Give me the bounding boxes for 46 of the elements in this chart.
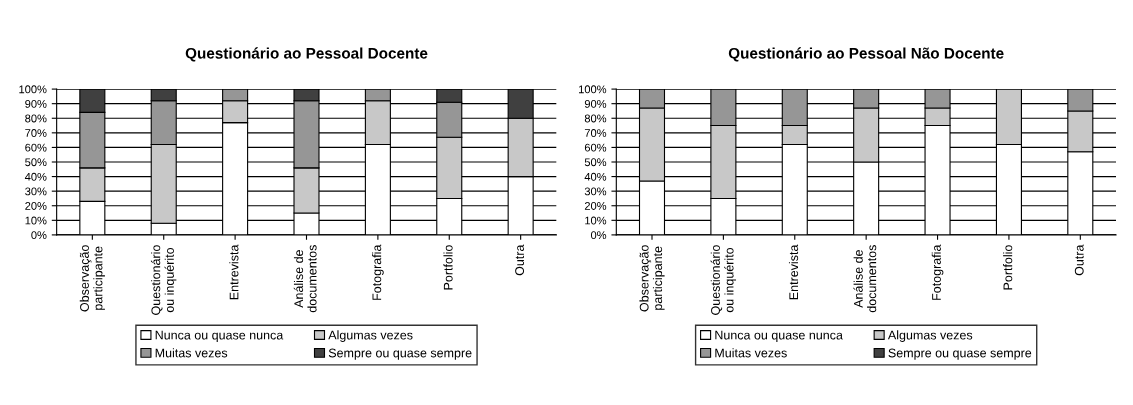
y-tick-label: 80% <box>25 114 47 123</box>
y-tick-label: 30% <box>25 187 47 196</box>
legend-label: Muitas vezes <box>155 348 228 358</box>
legend-label: Muitas vezes <box>715 348 787 358</box>
y-tick-label: 60% <box>584 143 607 152</box>
x-tick-label: Entrevista <box>788 244 799 300</box>
x-tick-label: Fotografia <box>931 244 944 300</box>
x-tick-label: Observação participante <box>79 245 105 312</box>
y-tick-label: 10% <box>585 216 607 225</box>
legend-label: Nunca ou quase nunca <box>155 330 284 342</box>
legend-label: Algumas vezes <box>328 330 413 342</box>
y-tick-label: 40% <box>24 172 47 181</box>
y-tick-label: 0% <box>31 231 47 240</box>
y-tick-label: 60% <box>25 143 47 152</box>
x-tick-label: Portfolio <box>1003 245 1013 290</box>
y-tick-label: 100% <box>579 85 607 94</box>
y-tick-label: 20% <box>25 202 47 210</box>
x-tick-label: Questionário ou inquérito <box>150 245 177 315</box>
x-tick-label: Análise de documentos <box>853 245 877 313</box>
x-tick-label: Portfolio <box>443 245 453 290</box>
y-tick-label: 90% <box>584 99 607 108</box>
y-tick-label: 0% <box>590 231 607 240</box>
legend-label: Sempre ou quase sempre <box>328 348 472 360</box>
y-tick-label: 70% <box>25 129 47 137</box>
y-tick-label: 20% <box>584 202 607 210</box>
x-tick-label: Entrevista <box>229 244 239 300</box>
y-tick-label: 50% <box>584 158 607 167</box>
y-tick-label: 80% <box>584 114 607 123</box>
legend-label: Sempre ou quase sempre <box>888 348 1032 360</box>
y-tick-label: 10% <box>25 216 47 225</box>
legend-label: Algumas vezes <box>887 330 973 342</box>
y-tick-label: 30% <box>584 187 607 196</box>
x-tick-label: Outra <box>515 244 525 276</box>
chart-title: Questionário ao Pessoal Docente <box>185 47 428 62</box>
x-tick-label: Outra <box>1074 244 1084 276</box>
legend-label: Nunca ou quase nunca <box>715 330 843 342</box>
x-tick-label: Fotografia <box>372 244 384 300</box>
x-tick-label: Análise de documentos <box>293 245 317 313</box>
y-tick-label: 100% <box>19 85 47 94</box>
y-tick-label: 90% <box>25 99 47 108</box>
y-tick-label: 70% <box>584 129 607 137</box>
y-tick-label: 40% <box>584 172 607 181</box>
x-tick-label: Observação participante <box>639 245 665 312</box>
chart-title: Questionário ao Pessoal Não Docente <box>728 47 1004 62</box>
y-tick-label: 50% <box>25 158 47 167</box>
x-tick-label: Questionário ou inquérito <box>710 245 737 315</box>
